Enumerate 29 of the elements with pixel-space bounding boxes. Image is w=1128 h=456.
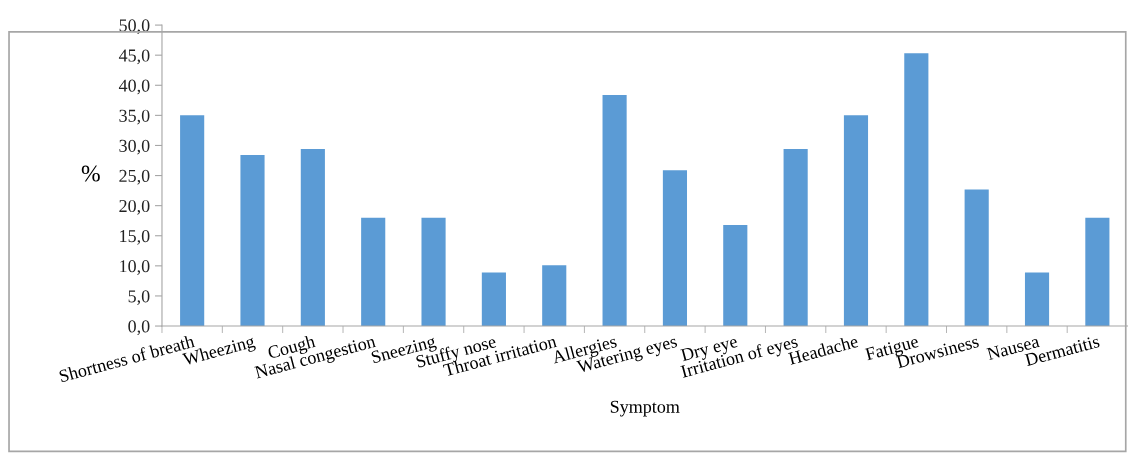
bar — [361, 217, 386, 327]
bar — [783, 149, 808, 327]
x-axis-title: Symptom — [610, 400, 680, 417]
y-tick-label: 0,0 — [128, 320, 150, 336]
y-tick-label: 35,0 — [119, 109, 150, 125]
bar — [904, 53, 929, 327]
bar — [180, 115, 205, 327]
y-tick-label: 50,0 — [119, 19, 150, 35]
bar — [662, 170, 688, 327]
y-axis-title: % — [81, 165, 100, 182]
y-tick-label: 40,0 — [118, 79, 150, 95]
bar — [843, 115, 869, 327]
y-tick-label: 45,0 — [118, 49, 150, 65]
y-tick-label: 15,0 — [120, 230, 150, 245]
bar — [481, 272, 506, 327]
y-tick-label: 5,0 — [128, 290, 150, 305]
bar — [240, 155, 265, 327]
bar — [1085, 217, 1110, 327]
bar — [542, 265, 567, 327]
bar — [964, 189, 989, 327]
y-tick-label: 10,0 — [120, 260, 150, 275]
bar — [602, 94, 627, 327]
bar — [421, 217, 446, 327]
bar — [1024, 272, 1050, 327]
y-tick-label: 25,0 — [119, 169, 150, 185]
y-tick-label: 20,0 — [119, 199, 150, 215]
y-tick-label: 30,0 — [119, 139, 150, 155]
bar — [300, 149, 325, 327]
bar — [723, 224, 748, 327]
